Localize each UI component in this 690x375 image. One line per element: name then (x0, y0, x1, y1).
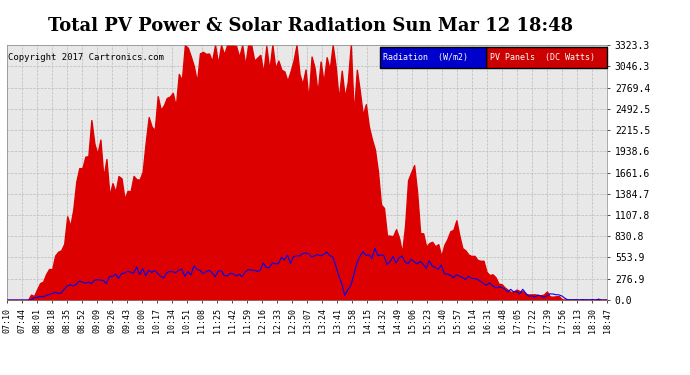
Text: Radiation  (W/m2): Radiation (W/m2) (383, 53, 468, 62)
Text: Total PV Power & Solar Radiation Sun Mar 12 18:48: Total PV Power & Solar Radiation Sun Mar… (48, 17, 573, 35)
Text: PV Panels  (DC Watts): PV Panels (DC Watts) (490, 53, 595, 62)
Text: Copyright 2017 Cartronics.com: Copyright 2017 Cartronics.com (8, 53, 164, 62)
